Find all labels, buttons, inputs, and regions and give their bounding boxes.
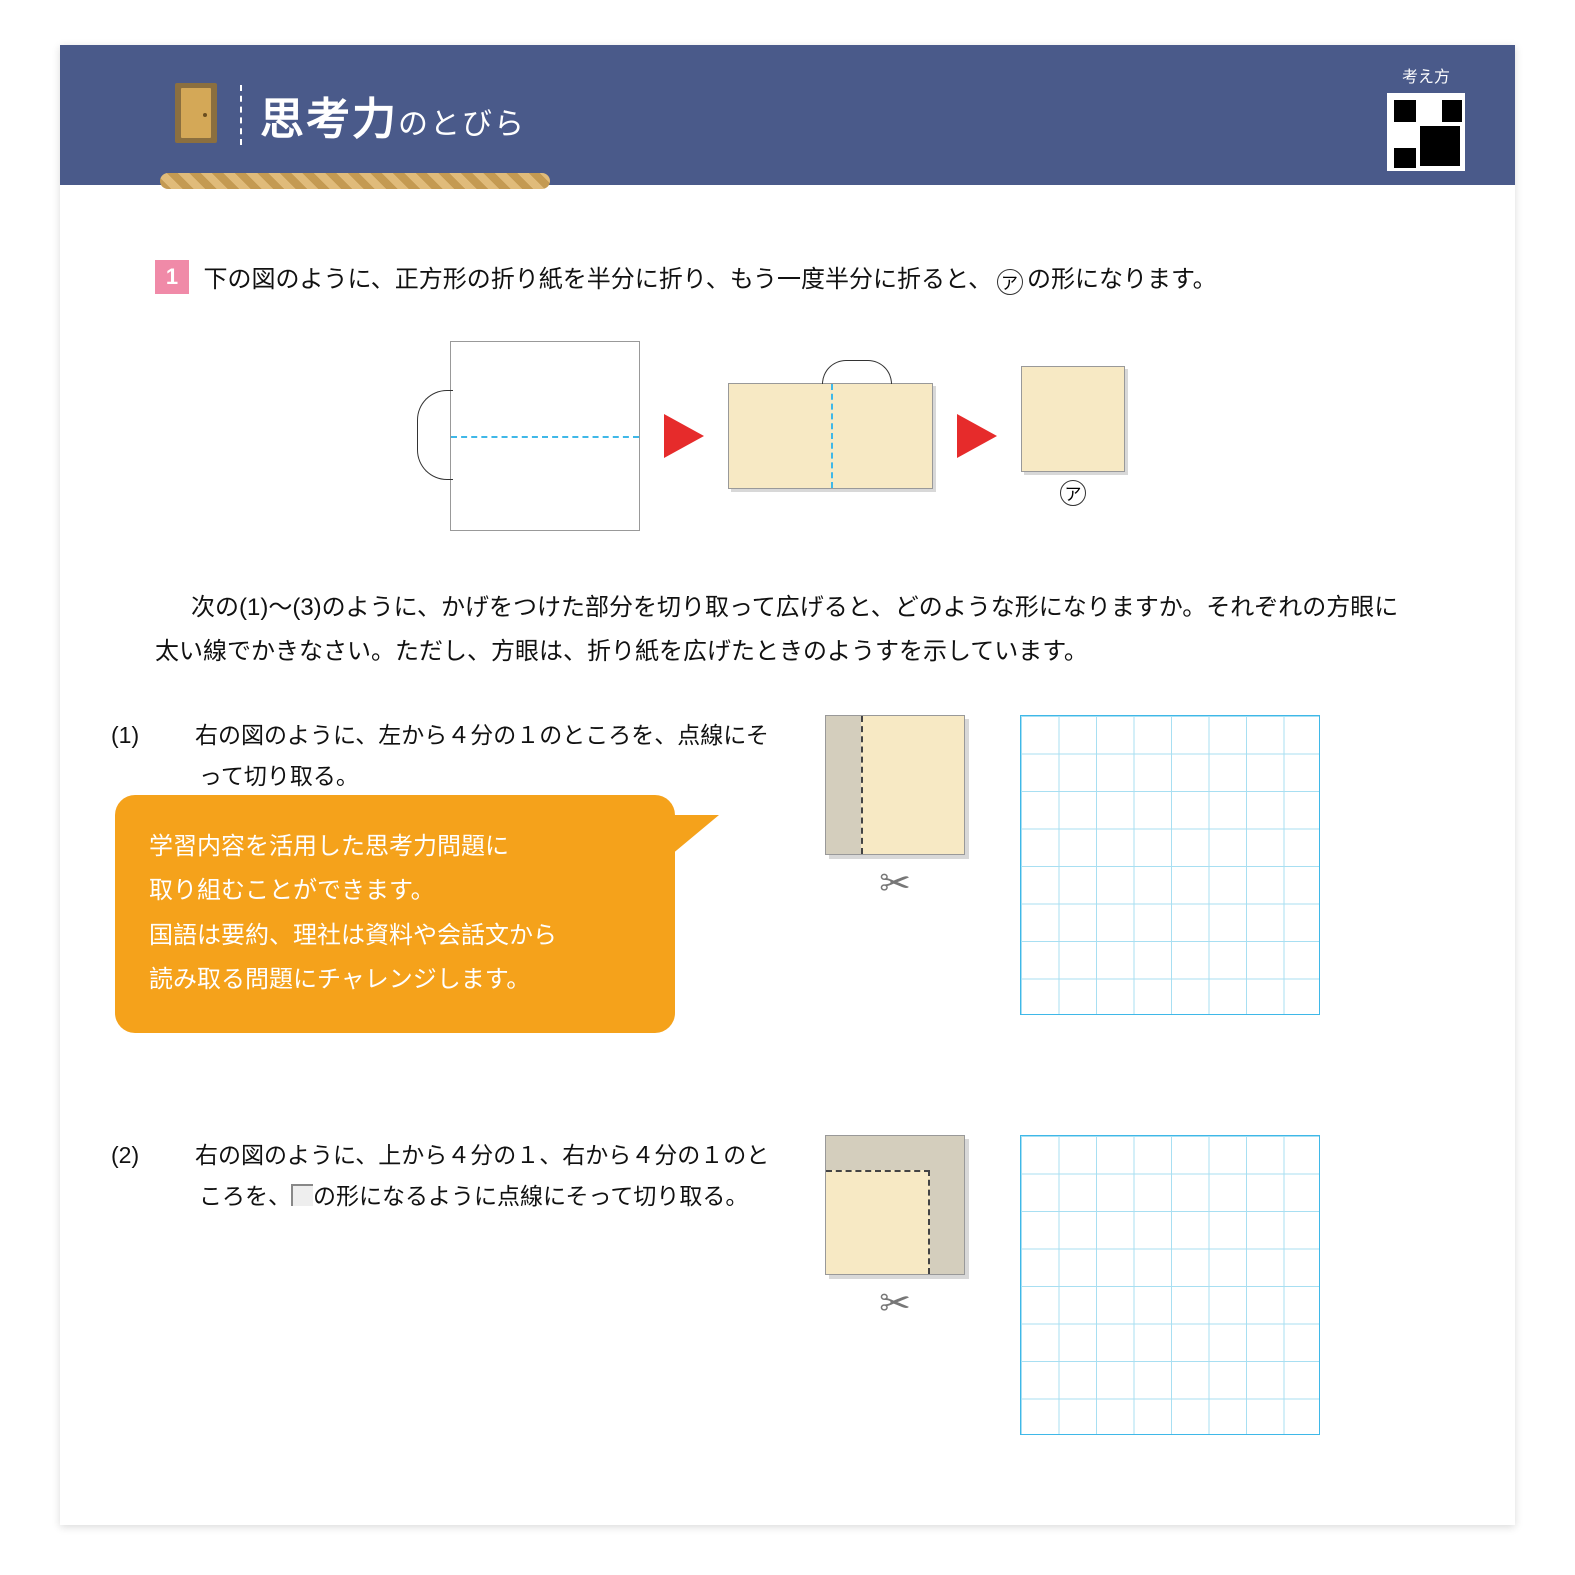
answer-grid-1[interactable] <box>1020 715 1320 1015</box>
fold-step-1 <box>450 341 640 531</box>
content-area: 1 下の図のように、正方形の折り紙を半分に折り、もう一度半分に折ると、 ア の形… <box>60 185 1515 1435</box>
sub2-figure: ✂ <box>825 1135 965 1275</box>
sub1-body: 右の図のように、左から４分の１のところを、点線にそって切り取る。 <box>195 722 769 789</box>
callout-line: 学習内容を活用した思考力問題に <box>149 825 641 869</box>
cut-line <box>861 716 863 854</box>
title-sub: のとびら <box>398 108 526 141</box>
scissors-icon: ✂ <box>879 861 911 906</box>
sub2-text: (2)右の図のように、上から４分の１、右から４分の１のところを、の形になるように… <box>155 1135 770 1218</box>
fold-line <box>831 384 833 488</box>
scissors-icon: ✂ <box>879 1281 911 1326</box>
circled-a-icon: ア <box>997 269 1023 295</box>
fold-step-3-col: ア <box>1021 366 1125 506</box>
fold-arrow-icon <box>417 390 453 480</box>
sub1-text: (1)右の図のように、左から４分の１のところを、点線にそって切り取る。 <box>155 715 770 798</box>
problem-intro: 1 下の図のように、正方形の折り紙を半分に折り、もう一度半分に折ると、 ア の形… <box>155 260 1420 301</box>
callout-line: 国語は要約、理社は資料や会話文から <box>149 914 641 958</box>
red-arrow-icon <box>664 414 704 458</box>
fold-step-3-label: ア <box>1060 480 1086 506</box>
qr-block: 考え方 <box>1387 63 1465 171</box>
fold-diagram: ア <box>155 341 1420 531</box>
qr-label: 考え方 <box>1387 63 1465 87</box>
intro-text-a: 下の図のように、正方形の折り紙を半分に折り、もう一度半分に折ると、 <box>203 266 992 293</box>
problem-paragraph: 次の(1)〜(3)のように、かげをつけた部分を切り取って広げると、どのような形に… <box>155 586 1420 675</box>
page-title: 思考力のとびら <box>260 83 526 147</box>
folded-paper-1: ✂ <box>825 715 965 855</box>
problem-number: 1 <box>155 260 189 294</box>
folded-paper-2: ✂ <box>825 1135 965 1275</box>
cut-line <box>928 1170 930 1274</box>
red-arrow-icon <box>957 414 997 458</box>
callout-line: 取り組むことができます。 <box>149 869 641 913</box>
fold-arrow-icon <box>822 360 892 384</box>
qr-code-icon[interactable] <box>1387 93 1465 171</box>
fold-step-2 <box>728 383 933 489</box>
sub-number: (1) <box>155 715 195 756</box>
title-main: 思考力 <box>260 95 398 144</box>
cut-shade <box>826 716 861 854</box>
fold-step-3 <box>1021 366 1125 472</box>
cut-shade <box>930 1136 965 1274</box>
cut-shade <box>826 1136 930 1171</box>
answer-grid-2[interactable] <box>1020 1135 1320 1435</box>
circled-a-icon: ア <box>1060 480 1086 506</box>
sub2-body-b: の形になるように点線にそって切り取る。 <box>313 1183 748 1209</box>
sub-problem-2: (2)右の図のように、上から４分の１、右から４分の１のところを、の形になるように… <box>155 1135 1420 1435</box>
fold-line <box>451 436 639 438</box>
l-shape-icon <box>291 1184 313 1206</box>
worksheet-page: 思考力のとびら 考え方 1 下の図のように、正方形の折り紙を半分に折り、もう一度… <box>60 45 1515 1525</box>
cut-line <box>826 1170 930 1172</box>
intro-text-b: の形になります。 <box>1027 266 1217 293</box>
page-header: 思考力のとびら 考え方 <box>60 45 1515 185</box>
callout-line: 読み取る問題にチャレンジします。 <box>149 958 641 1002</box>
sub-number: (2) <box>155 1135 195 1176</box>
callout-bubble: 学習内容を活用した思考力問題に 取り組むことができます。 国語は要約、理社は資料… <box>115 795 675 1033</box>
sub1-figure: ✂ <box>825 715 965 855</box>
title-separator <box>240 85 242 145</box>
door-icon <box>175 83 217 143</box>
